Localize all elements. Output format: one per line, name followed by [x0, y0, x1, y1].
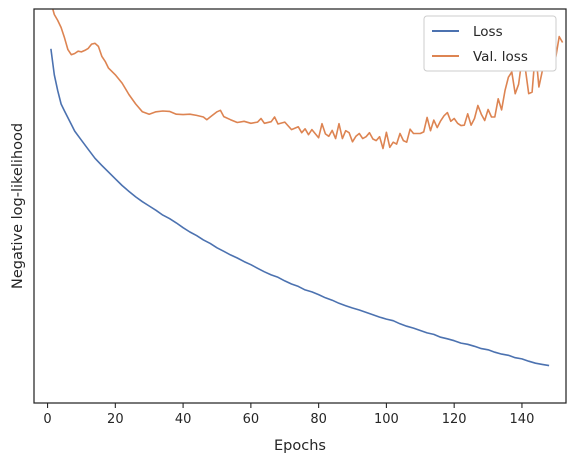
x-axis-label: Epochs [274, 438, 326, 454]
legend-label-loss: Loss [473, 24, 503, 40]
x-tick-label: 100 [374, 412, 399, 427]
legend-label-val-loss: Val. loss [473, 49, 528, 65]
x-axis-ticks: 0 20 40 60 80 100 120 140 [43, 403, 534, 427]
x-tick-label: 20 [107, 412, 124, 427]
y-axis-label: Negative log-likelihood [10, 123, 26, 289]
legend-box [423, 15, 557, 72]
x-tick-label: 0 [43, 412, 51, 427]
series-line-loss [50, 48, 550, 367]
x-tick-label: 120 [442, 412, 467, 427]
legend: Loss Val. loss [423, 15, 557, 72]
x-tick-label: 60 [243, 412, 260, 427]
series-group [50, 9, 564, 367]
x-tick-label: 140 [510, 412, 535, 427]
axes-frame [33, 8, 567, 404]
series-line-val-loss [51, 9, 564, 150]
x-tick-label: 40 [175, 412, 192, 427]
x-tick-label: 80 [310, 412, 327, 427]
